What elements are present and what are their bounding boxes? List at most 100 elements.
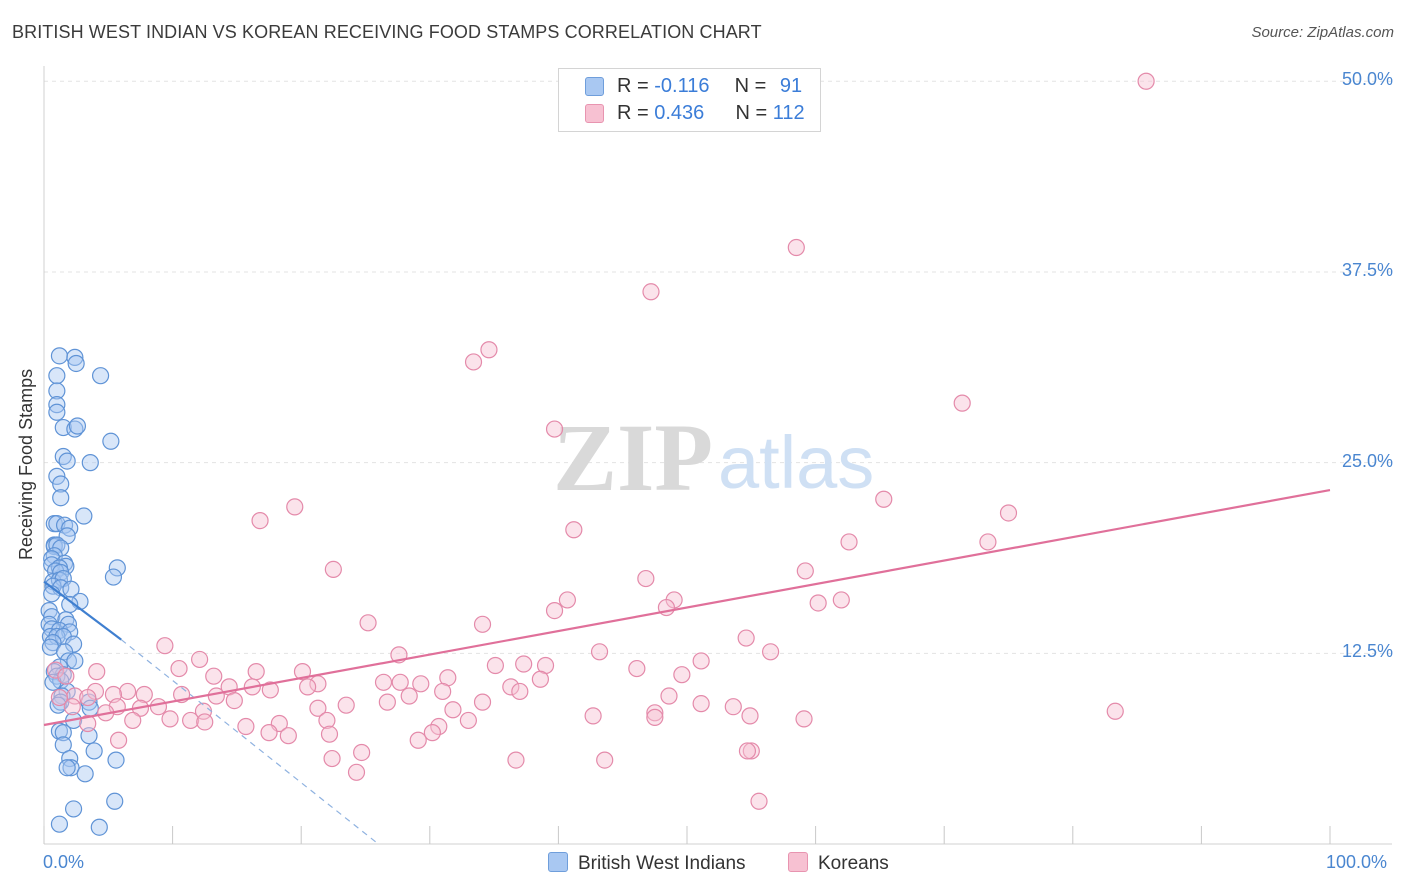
data-point — [378, 693, 396, 711]
source-label: Source: ZipAtlas.com — [1251, 24, 1394, 41]
data-point — [279, 727, 297, 745]
data-point — [953, 394, 971, 412]
legend-n-value: 112 — [772, 102, 805, 124]
data-point — [52, 489, 70, 507]
data-point — [337, 696, 355, 714]
data-point — [400, 687, 418, 705]
data-point — [628, 659, 646, 678]
y-tick-label: 25.0% — [1341, 450, 1393, 471]
data-point — [58, 759, 76, 777]
data-point — [724, 698, 742, 716]
data-point — [237, 717, 255, 736]
data-point — [104, 568, 123, 586]
legend-swatch-bwi — [585, 77, 604, 96]
data-point — [320, 725, 339, 743]
trend-line — [43, 489, 1331, 727]
data-point — [545, 601, 564, 620]
data-point — [324, 560, 342, 579]
data-point — [444, 701, 462, 719]
data-point — [52, 475, 70, 493]
data-point — [430, 717, 448, 736]
data-point — [511, 682, 529, 701]
data-point — [85, 742, 103, 760]
data-point — [293, 663, 312, 681]
data-point — [795, 710, 813, 728]
data-point — [135, 685, 153, 704]
data-point — [106, 792, 124, 810]
data-point — [225, 692, 243, 710]
data-point — [62, 759, 80, 777]
data-point — [742, 742, 760, 760]
data-point — [196, 713, 214, 731]
data-point — [156, 637, 174, 655]
data-point — [374, 673, 393, 691]
data-point — [76, 765, 94, 783]
data-point — [205, 667, 223, 685]
data-point — [545, 420, 564, 438]
data-point — [480, 341, 498, 359]
data-point — [170, 659, 188, 678]
data-point — [64, 800, 83, 818]
data-point — [391, 673, 409, 691]
data-point — [646, 708, 664, 726]
legend-item-british-west-indians[interactable]: British West Indians — [548, 852, 746, 875]
data-point — [261, 681, 279, 699]
data-point — [741, 707, 759, 725]
data-point — [58, 452, 76, 470]
data-point — [660, 687, 678, 705]
data-point — [979, 533, 997, 551]
data-point — [149, 698, 168, 716]
data-point — [646, 704, 664, 722]
data-point — [299, 678, 317, 696]
data-point — [423, 724, 441, 742]
data-point — [409, 731, 427, 749]
data-point — [48, 367, 66, 385]
data-point — [68, 417, 87, 435]
data-point — [80, 727, 98, 745]
data-point — [1137, 72, 1155, 90]
data-point — [875, 490, 893, 508]
data-point — [832, 591, 850, 609]
data-point — [108, 559, 126, 577]
legend-label-bwi: British West Indians — [578, 853, 746, 874]
watermark-atlas: atlas — [718, 421, 874, 504]
data-point — [66, 348, 84, 366]
data-point — [412, 675, 430, 693]
data-point — [473, 693, 492, 711]
data-point — [88, 663, 106, 681]
data-point — [50, 815, 69, 833]
data-point — [182, 711, 200, 730]
legend-r-value: 0.436 — [654, 102, 705, 124]
legend-item-koreans[interactable]: Koreans — [788, 852, 889, 875]
data-point — [107, 751, 125, 769]
data-point — [79, 688, 97, 707]
data-point — [473, 615, 492, 633]
data-point — [637, 569, 655, 588]
data-point — [54, 724, 72, 742]
data-point — [207, 687, 225, 705]
data-point — [515, 655, 533, 673]
data-point — [787, 238, 805, 257]
data-point — [692, 695, 710, 713]
axes — [43, 66, 1392, 845]
data-point — [323, 749, 341, 768]
data-point — [161, 710, 179, 728]
data-point — [79, 714, 97, 733]
data-point — [54, 736, 72, 754]
trend-lines — [43, 489, 1331, 845]
legend-r-label: R = — [617, 75, 655, 97]
data-point — [359, 614, 377, 632]
legend-label-koreans: Koreans — [818, 853, 889, 874]
data-point — [118, 682, 137, 701]
data-point — [738, 742, 757, 760]
legend-n-label: N = — [735, 102, 773, 124]
data-point — [565, 521, 583, 539]
y-tick-label: 37.5% — [1341, 259, 1393, 280]
data-point — [596, 751, 614, 769]
x-tick-label-min: 0.0% — [43, 852, 85, 872]
data-point — [48, 382, 66, 400]
legend-swatch-koreans — [788, 852, 808, 872]
legend-r-label: R = — [617, 102, 655, 124]
data-point — [55, 516, 74, 534]
